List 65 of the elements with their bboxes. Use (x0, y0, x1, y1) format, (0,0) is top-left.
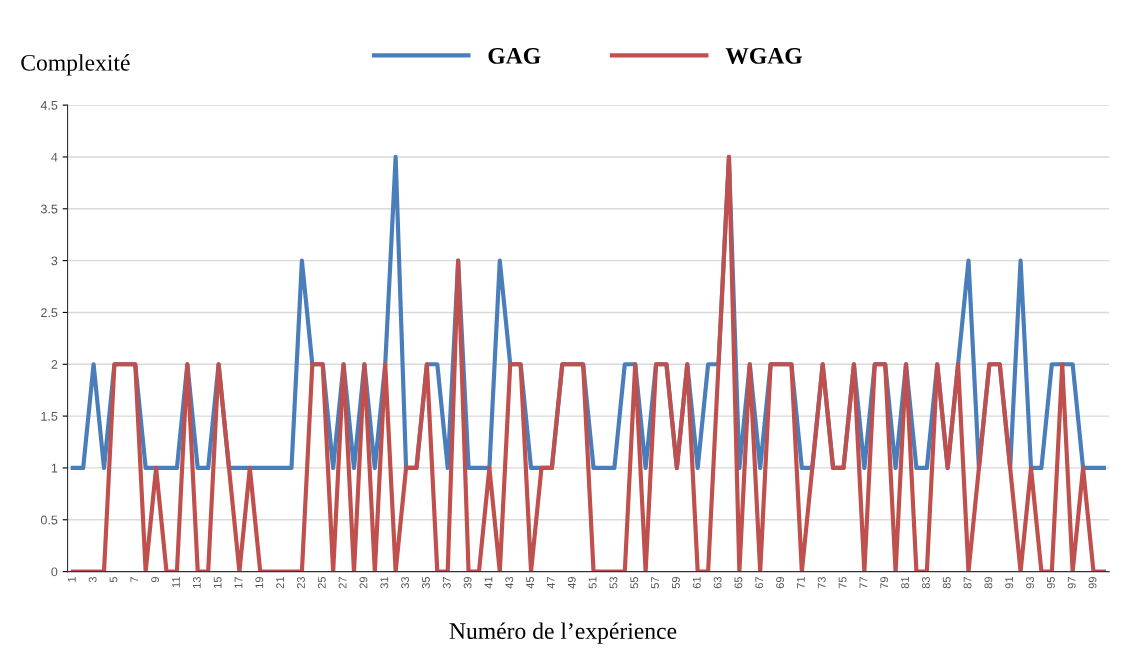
x-tick-label: 29 (359, 576, 368, 589)
x-tick-label: 21 (276, 576, 284, 589)
x-tick-label: 79 (880, 576, 889, 589)
x-tick-label: 3 (88, 576, 97, 583)
y-tick-label: 4 (51, 152, 58, 162)
x-tick-label: 81 (901, 576, 909, 589)
y-tick-label: 1 (51, 463, 58, 473)
x-tick-label: 63 (713, 576, 722, 589)
x-tick-label: 65 (734, 576, 743, 589)
x-tick-label: 33 (401, 576, 410, 589)
x-tick-label: 37 (442, 577, 451, 589)
x-tick-label: 99 (1088, 576, 1097, 589)
x-tick-label: 75 (838, 576, 847, 589)
x-tick-label: 95 (1046, 576, 1055, 589)
x-tick-label: 59 (671, 576, 680, 589)
x-tick-label: 93 (1026, 576, 1034, 589)
x-tick-label: 87 (963, 577, 972, 589)
x-tick-label: 89 (984, 576, 993, 589)
x-tick-label: 67 (755, 577, 764, 589)
x-tick-label: 97 (1067, 577, 1076, 589)
x-tick-label: 7 (130, 577, 139, 583)
y-tick-label: 2.5 (41, 308, 58, 318)
y-tick-label: 2 (51, 360, 58, 369)
x-tick-label: 43 (505, 576, 514, 589)
x-tick-label: 15 (213, 576, 222, 588)
x-tick-label: 45 (526, 576, 535, 589)
x-tick-label: 69 (776, 576, 784, 589)
x-tick-label: 85 (942, 576, 951, 589)
x-tick-label: 35 (422, 576, 430, 589)
x-tick-label: 25 (317, 576, 326, 589)
x-tick-label: 49 (567, 576, 576, 589)
x-tick-label: 11 (172, 576, 180, 588)
line-series (70, 154, 1106, 572)
x-tick-label: 13 (192, 576, 201, 588)
y-tick-label: 0.5 (40, 515, 58, 525)
x-tick-label: 91 (1005, 576, 1014, 589)
y-tick-label: 0 (51, 567, 58, 577)
x-tick-label: 73 (817, 576, 826, 589)
x-axis-title: Numéro de l’expérience (449, 622, 677, 644)
x-tick-label: 57 (651, 577, 660, 589)
y-tick-label: 3 (51, 256, 58, 266)
x-tick-label: 23 (297, 576, 305, 589)
x-tick-label: 47 (547, 577, 555, 589)
x-tick-label: 9 (151, 576, 160, 583)
legend-label: GAG (488, 47, 541, 64)
x-tick-label: 27 (338, 577, 347, 589)
x-tick-label: 71 (797, 576, 805, 589)
x-tick-label: 5 (109, 576, 118, 583)
x-tick-label: 61 (692, 576, 701, 589)
y-tick-label: 1.5 (41, 412, 58, 421)
x-tick-label: 39 (463, 576, 472, 589)
x-tick-label: 55 (630, 576, 639, 589)
legend-label: WGAG (725, 47, 803, 64)
x-tick-label: 83 (921, 576, 930, 589)
x-tick-label: 19 (255, 576, 264, 588)
y-axis-title: Complexité (21, 54, 130, 76)
x-tick-label: 41 (484, 576, 493, 589)
y-tick-label: 3.5 (40, 204, 58, 214)
x-tick-label: 1 (68, 576, 76, 582)
y-tick-label: 4.5 (40, 101, 58, 110)
x-tick-label: 53 (609, 576, 618, 589)
x-tick-label: 17 (234, 577, 243, 588)
x-tick-label: 51 (588, 576, 597, 589)
x-tick-label: 31 (380, 576, 389, 589)
x-tick-label: 77 (859, 577, 868, 589)
